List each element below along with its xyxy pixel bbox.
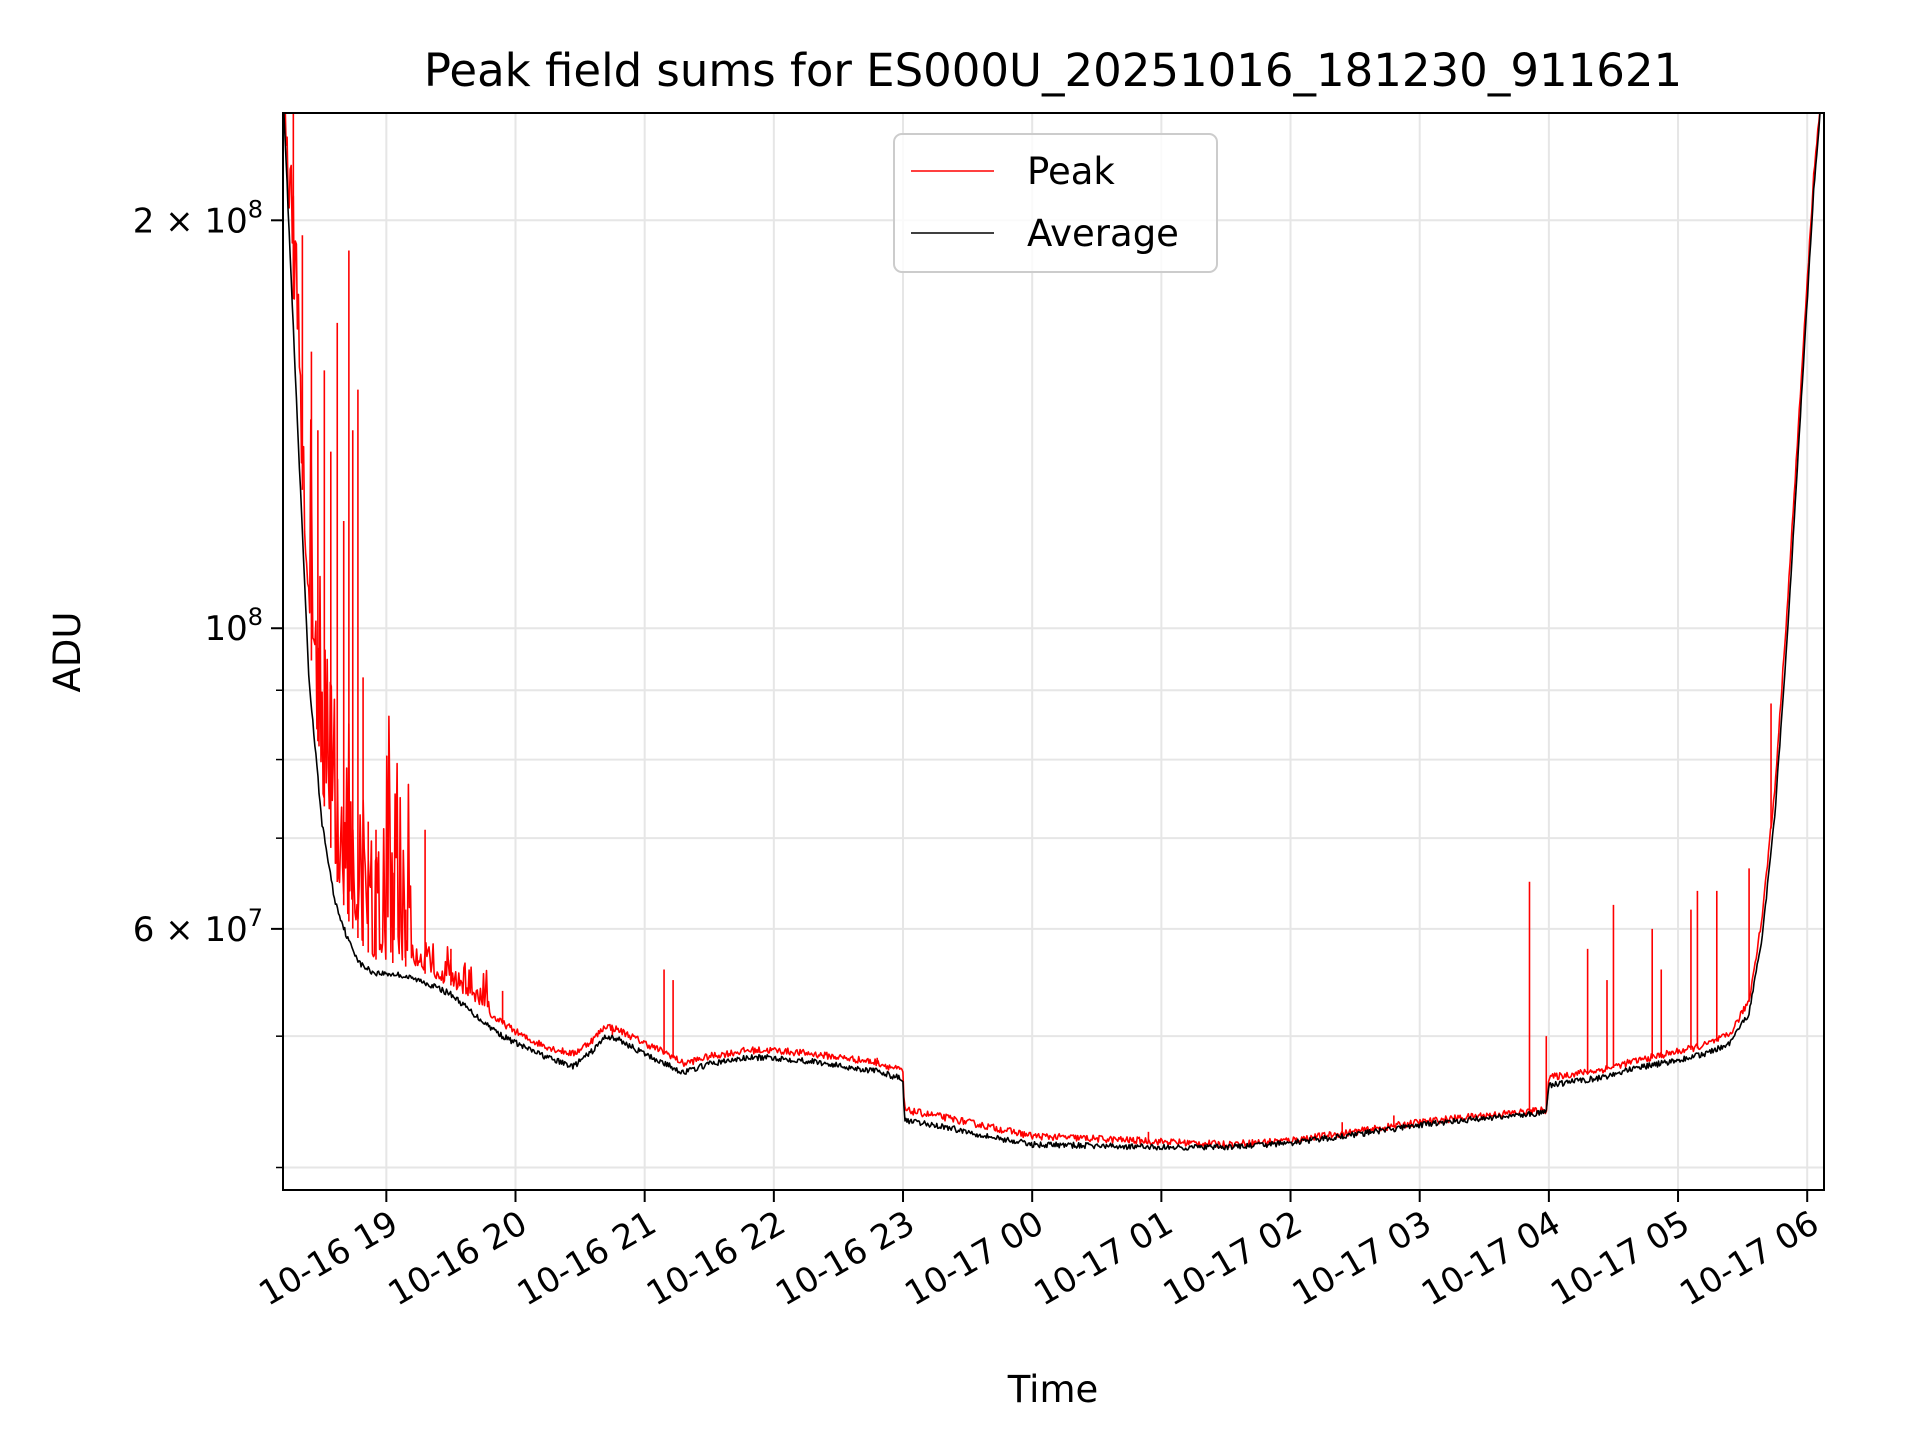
chart-title: Peak field sums for ES000U_20251016_1812… xyxy=(424,44,1682,97)
axes-frame xyxy=(282,112,1825,1191)
y-tick-label: 108 xyxy=(204,603,263,649)
legend-peak-label: Peak xyxy=(1027,150,1115,193)
x-axis-label: Time xyxy=(1007,1368,1099,1411)
y-axis: 6 × 107 108 2 × 108 xyxy=(133,195,283,1169)
series-peak-line xyxy=(284,113,1821,1149)
series-average-line xyxy=(283,113,1821,1151)
legend-box xyxy=(893,133,1218,273)
series-group xyxy=(283,113,1821,1151)
y-axis-label: ADU xyxy=(46,612,89,693)
grid xyxy=(283,113,1824,1190)
legend-average-label: Average xyxy=(1027,212,1179,255)
y-tick-label: 6 × 107 xyxy=(133,904,263,950)
legend: Peak Average xyxy=(893,133,1218,273)
y-tick-label: 2 × 108 xyxy=(133,195,263,241)
